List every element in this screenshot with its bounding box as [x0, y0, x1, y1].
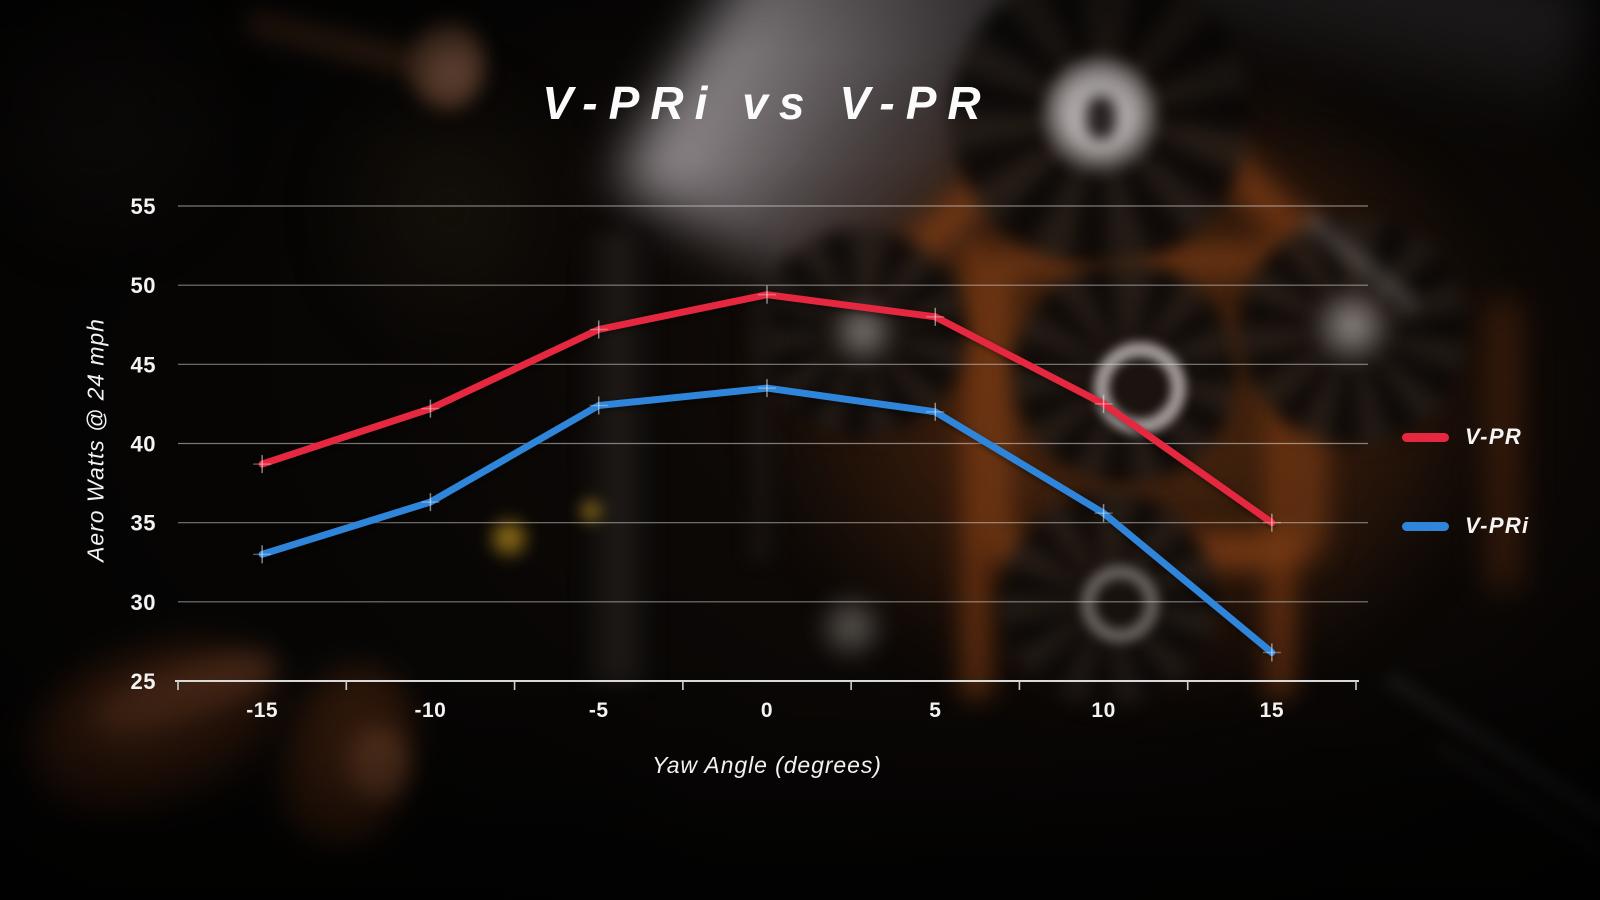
- series-line-v-pr: [258, 291, 1276, 527]
- x-tick-label--10: -10: [414, 699, 446, 722]
- x-tick-label-0: 0: [761, 699, 773, 722]
- chart-legend: V-PR V-PRi: [1402, 424, 1592, 544]
- x-tick-label--5: -5: [589, 699, 609, 722]
- x-tick-label-10: 10: [1091, 699, 1115, 722]
- legend-swatch-v-pr: [1402, 432, 1449, 442]
- x-tick-label--15: -15: [246, 699, 278, 722]
- y-axis-title: Aero Watts @ 24 mph: [82, 318, 109, 562]
- y-tick-label-55: 55: [131, 194, 156, 219]
- y-tick-label-50: 50: [131, 273, 156, 298]
- series-line-v-pri: [258, 384, 1276, 656]
- legend-swatch-v-pri: [1402, 521, 1449, 531]
- x-axis-title: Yaw Angle (degrees): [652, 752, 882, 778]
- legend-item-v-pri: V-PRi: [1402, 513, 1529, 539]
- y-tick-label-40: 40: [131, 432, 156, 457]
- legend-label-v-pri: V-PRi: [1465, 513, 1530, 538]
- x-tick-label-5: 5: [929, 699, 941, 722]
- legend-item-v-pr: V-PR: [1402, 424, 1522, 450]
- x-tick-label-15: 15: [1260, 699, 1284, 722]
- y-tick-label-45: 45: [131, 352, 156, 377]
- y-tick-label-35: 35: [131, 511, 156, 536]
- y-tick-label-30: 30: [131, 590, 156, 615]
- y-tick-label-25: 25: [131, 669, 156, 694]
- chart-title: V-PRi vs V-PR: [542, 77, 992, 129]
- legend-label-v-pr: V-PR: [1465, 424, 1523, 449]
